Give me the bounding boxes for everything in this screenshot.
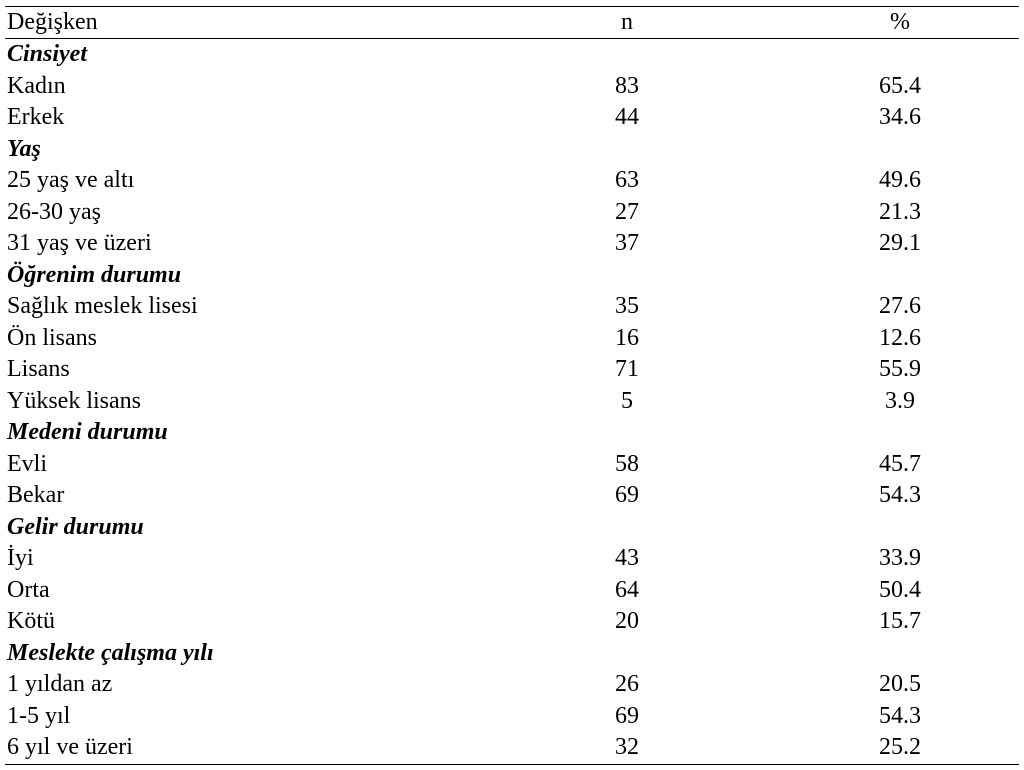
row-n: 71 xyxy=(615,356,639,382)
group-title: Öğrenim durumu xyxy=(7,261,182,288)
table-row: Kötü 20 15.7 xyxy=(5,606,1019,638)
row-label: 1-5 yıl xyxy=(7,702,71,729)
row-n: 35 xyxy=(615,293,639,319)
group-title: Yaş xyxy=(7,135,41,162)
row-n: 69 xyxy=(615,482,639,508)
row-label: Yüksek lisans xyxy=(7,387,141,414)
header-pct: % xyxy=(890,9,910,35)
header-rule xyxy=(5,38,1019,39)
table-row: 6 yıl ve üzeri 32 25.2 xyxy=(5,732,1019,764)
row-n: 83 xyxy=(615,72,639,99)
row-n: 27 xyxy=(615,198,639,225)
row-pct: 3.9 xyxy=(885,387,915,414)
data-table: Değişken n % Cinsiyet Kadın 83 65.4 Erkek 44 3… xyxy=(5,6,1019,765)
row-pct: 20.5 xyxy=(879,671,921,697)
row-label: 31 yaş ve üzeri xyxy=(7,230,152,256)
row-label: 1 yıldan az xyxy=(7,671,113,697)
bottom-rule xyxy=(5,763,1019,765)
row-pct: 29.1 xyxy=(879,230,921,256)
row-pct: 45.7 xyxy=(879,450,921,477)
table-row: 1 yıldan az 26 20.5 xyxy=(5,669,1019,701)
table-row: 31 yaş ve üzeri 37 29.1 xyxy=(5,228,1019,260)
table-row: İyi 43 33.9 xyxy=(5,543,1019,575)
row-n: 43 xyxy=(615,545,639,571)
header-row: Değişken n % xyxy=(5,7,1019,38)
table-row: Orta 64 50.4 xyxy=(5,575,1019,607)
group-title: Meslekte çalışma yılı xyxy=(7,639,214,666)
row-pct: 65.4 xyxy=(879,72,921,99)
group-header-row: Cinsiyet xyxy=(5,39,1019,71)
row-pct: 12.6 xyxy=(879,324,921,351)
row-pct: 50.4 xyxy=(879,576,921,603)
row-pct: 27.6 xyxy=(879,293,921,319)
row-n: 64 xyxy=(615,576,639,603)
row-n: 32 xyxy=(615,734,639,760)
row-n: 20 xyxy=(615,608,639,634)
row-label: Bekar xyxy=(7,482,65,508)
header-variable: Değişken xyxy=(7,9,98,35)
row-label: Ön lisans xyxy=(7,324,97,351)
row-pct: 54.3 xyxy=(879,482,921,508)
header-n: n xyxy=(621,9,633,35)
table-row: Kadın 83 65.4 xyxy=(5,71,1019,103)
row-pct: 49.6 xyxy=(879,167,921,193)
row-n: 58 xyxy=(615,450,639,477)
row-n: 16 xyxy=(615,324,639,351)
group-title: Cinsiyet xyxy=(7,41,88,67)
row-n: 44 xyxy=(615,104,639,130)
group-header-row: Öğrenim durumu xyxy=(5,260,1019,292)
row-label: Kötü xyxy=(7,608,55,634)
row-pct: 34.6 xyxy=(879,104,921,130)
table-row: 1-5 yıl 69 54.3 xyxy=(5,701,1019,733)
row-pct: 21.3 xyxy=(879,198,921,225)
group-header-row: Meslekte çalışma yılı xyxy=(5,638,1019,670)
row-label: İyi xyxy=(7,545,34,571)
group-header-row: Medeni durumu xyxy=(5,417,1019,449)
row-label: 6 yıl ve üzeri xyxy=(7,734,133,760)
table-row: Sağlık meslek lisesi 35 27.6 xyxy=(5,291,1019,323)
group-title: Medeni durumu xyxy=(7,419,168,445)
row-pct: 55.9 xyxy=(879,356,921,382)
row-label: 26-30 yaş xyxy=(7,198,101,225)
row-n: 69 xyxy=(615,702,639,729)
row-label: Erkek xyxy=(7,104,65,130)
table-row: Erkek 44 34.6 xyxy=(5,102,1019,134)
table-row: Bekar 69 54.3 xyxy=(5,480,1019,512)
row-pct: 33.9 xyxy=(879,545,921,571)
row-n: 5 xyxy=(621,387,633,414)
row-pct: 15.7 xyxy=(879,608,921,634)
table-body: Cinsiyet Kadın 83 65.4 Erkek 44 34.6 Yaş 25 yaş … xyxy=(5,39,1019,764)
row-label: Sağlık meslek lisesi xyxy=(7,293,198,319)
group-header-row: Gelir durumu xyxy=(5,512,1019,544)
row-pct: 54.3 xyxy=(879,702,921,729)
table-row: Yüksek lisans 5 3.9 xyxy=(5,386,1019,418)
row-label: Evli xyxy=(7,450,47,477)
row-label: Kadın xyxy=(7,72,66,99)
row-label: Orta xyxy=(7,576,50,603)
table-row: Ön lisans 16 12.6 xyxy=(5,323,1019,355)
group-header-row: Yaş xyxy=(5,134,1019,166)
table-row: Evli 58 45.7 xyxy=(5,449,1019,481)
table-row: Lisans 71 55.9 xyxy=(5,354,1019,386)
table-row: 26-30 yaş 27 21.3 xyxy=(5,197,1019,229)
top-rule xyxy=(5,6,1019,7)
table-row: 25 yaş ve altı 63 49.6 xyxy=(5,165,1019,197)
row-n: 37 xyxy=(615,230,639,256)
row-n: 26 xyxy=(615,671,639,697)
row-label: 25 yaş ve altı xyxy=(7,167,135,193)
group-title: Gelir durumu xyxy=(7,513,144,540)
row-n: 63 xyxy=(615,167,639,193)
row-label: Lisans xyxy=(7,356,70,382)
row-pct: 25.2 xyxy=(879,734,921,760)
